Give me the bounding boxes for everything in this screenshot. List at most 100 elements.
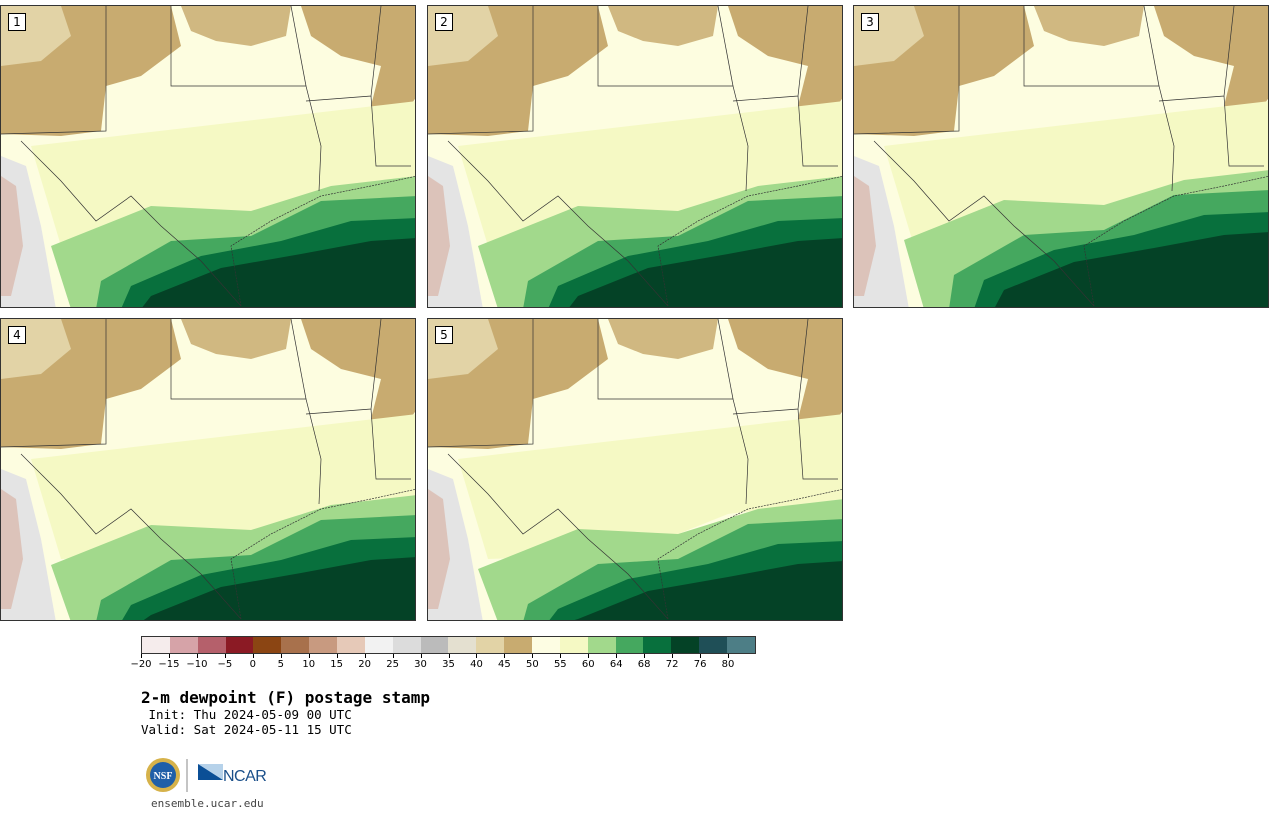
coastline (230, 176, 415, 307)
colorbar-bin-11 (448, 637, 477, 653)
colorbar-tick-mark (420, 654, 422, 658)
state-border (428, 319, 534, 448)
dry-region-ne (1154, 6, 1268, 126)
terrain-west-pink (1, 489, 23, 609)
svg-text:NCAR: NCAR (223, 768, 266, 785)
dewpoint-colorbar (141, 636, 756, 654)
member-label-3: 3 (861, 13, 879, 31)
plot-title: 2-m dewpoint (F) postage stamp (141, 688, 430, 707)
dewpoint-map-4 (1, 319, 415, 620)
svg-text:NSF: NSF (154, 771, 173, 782)
colorbar-bin-3 (225, 637, 254, 653)
ensemble-member-panel-2: 2 (427, 5, 843, 308)
colorbar-bin-4 (253, 637, 282, 653)
colorbar-tick-mark (728, 654, 730, 658)
state-border (370, 95, 411, 167)
state-border (1, 319, 107, 448)
colorbar-tick-mark (168, 654, 170, 658)
member-label-2: 2 (435, 13, 453, 31)
colorbar-bin-0 (142, 637, 170, 653)
colorbar-tick-mark (700, 654, 702, 658)
colorbar-tick-label: 15 (330, 659, 344, 670)
border-rio-grande (447, 453, 669, 620)
dry-region-ne (728, 319, 842, 439)
moist-band-72 (142, 238, 415, 307)
website-url: ensemble.ucar.edu (151, 797, 264, 810)
colorbar-tick-label: 30 (414, 659, 427, 670)
member-label-5: 5 (435, 326, 453, 344)
colorbar-tick-mark (588, 654, 590, 658)
nsf-logo-icon: NSF (146, 758, 180, 792)
moist-band-72 (574, 561, 842, 620)
dry-patch (1034, 6, 1144, 46)
colorbar-tick-label: −10 (186, 659, 208, 670)
dry-patch (608, 319, 718, 359)
member-label-1: 1 (8, 13, 26, 31)
colorbar-tick-label: 35 (442, 659, 455, 670)
colorbar-tick-mark (672, 654, 674, 658)
colorbar-bin-5 (281, 637, 310, 653)
init-time: Init: Thu 2024-05-09 00 UTC (141, 707, 352, 722)
colorbar-bin-15 (559, 637, 588, 653)
member-label-4: 4 (8, 326, 26, 344)
dewpoint-map-3 (854, 6, 1268, 307)
colorbar-bin-7 (337, 637, 365, 653)
state-border (1223, 95, 1264, 167)
state-border (290, 319, 307, 400)
colorbar-bin-12 (476, 637, 505, 653)
border-rio-grande (447, 140, 669, 307)
colorbar-bin-8 (364, 637, 393, 653)
ensemble-member-panel-4: 4 (0, 318, 416, 621)
state-border (428, 6, 534, 135)
colorbar-tick-label: −5 (217, 659, 233, 670)
colorbar-tick-label: 80 (721, 659, 735, 670)
colorbar-tick-mark (616, 654, 618, 658)
dry-region-ne (301, 319, 415, 439)
terrain-west-pink (854, 176, 876, 296)
border-rio-grande (20, 453, 242, 620)
colorbar-tick-mark (476, 654, 478, 658)
terrain-west-pink (1, 176, 23, 296)
dewpoint-map-1 (1, 6, 415, 307)
colorbar-tick-mark (280, 654, 282, 658)
moist-band-72 (995, 232, 1268, 307)
colorbar-tick-label: 25 (386, 659, 399, 670)
colorbar-tick-mark (532, 654, 534, 658)
moist-band-72 (143, 557, 415, 620)
colorbar-tick-label: 76 (693, 659, 707, 670)
dry-region-ne (301, 6, 415, 126)
sponsor-logos: NSF NCAR (146, 758, 267, 792)
colorbar-tick-label: 72 (665, 659, 679, 670)
colorbar-tick-label: −15 (158, 659, 180, 670)
dry-patch (181, 319, 291, 359)
coastline (230, 489, 415, 620)
state-border (370, 408, 411, 480)
colorbar-bin-18 (643, 637, 672, 653)
colorbar-bin-6 (309, 637, 338, 653)
colorbar-tick-label: 55 (553, 659, 567, 670)
colorbar-tick-mark (252, 654, 254, 658)
colorbar-bin-10 (420, 637, 449, 653)
colorbar-tick-label: 20 (358, 659, 371, 670)
colorbar-tick-label: 10 (302, 659, 316, 670)
colorbar-tick-mark (392, 654, 394, 658)
state-border (717, 6, 734, 87)
colorbar-tick-labels: −20 −15 −10 −5 0 5 10 15 20 25 30 35 40 45 50 55 60 64 68 7… (130, 654, 756, 674)
colorbar-tick-label: 0 (249, 659, 256, 670)
colorbar-tick-mark (141, 654, 142, 658)
valid-time: Valid: Sat 2024-05-11 15 UTC (141, 722, 352, 737)
ncar-logo-icon: NCAR (198, 764, 267, 785)
colorbar-bin-19 (671, 637, 700, 653)
border-rio-grande (873, 140, 1095, 307)
state-border (1, 6, 107, 135)
colorbar-bin-21 (727, 637, 755, 653)
dewpoint-map-2 (428, 6, 842, 307)
colorbar-tick-label: 50 (525, 659, 539, 670)
colorbar-tick-label: 60 (581, 659, 595, 670)
ensemble-member-panel-3: 3 (853, 5, 1269, 308)
coastline (1083, 176, 1268, 307)
ensemble-member-panel-5: 5 (427, 318, 843, 621)
dry-patch (608, 6, 718, 46)
state-border (854, 6, 960, 135)
colorbar-tick-label: −20 (130, 659, 152, 670)
